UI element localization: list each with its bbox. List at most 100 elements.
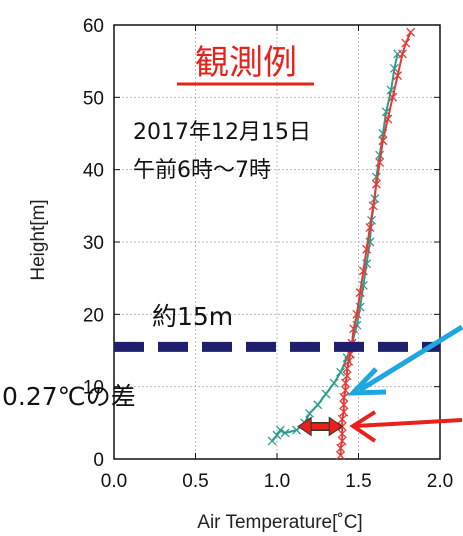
y-tick-label: 60: [83, 16, 104, 37]
data-point: [336, 367, 346, 377]
data-point: [337, 436, 347, 446]
marker-stroke: [336, 443, 346, 453]
red-arrow-head: [349, 410, 377, 443]
data-point: [336, 450, 346, 460]
marker-stroke: [365, 223, 375, 232]
x-tick-label: 0.0: [101, 471, 127, 492]
diff-arrow-head-right: [328, 416, 344, 437]
marker-stroke: [280, 428, 290, 438]
data-point: [375, 150, 385, 160]
data-point: [401, 38, 411, 48]
x-axis-title: Air Temperature[˚C]: [197, 512, 362, 533]
axes: 0.0 0.5 1.0 1.5 2.0 0 10 20 30 40 50 60: [83, 16, 453, 492]
data-point: [371, 179, 381, 189]
diff-label: 0.27℃の差: [2, 382, 136, 411]
marker-stroke: [375, 150, 385, 160]
marker-stroke: [305, 408, 315, 418]
marker-stroke: [406, 27, 416, 37]
data-point: [383, 114, 393, 124]
marker-stroke: [341, 378, 350, 388]
data-point: [352, 309, 362, 319]
data-point: [365, 223, 375, 232]
marker-stroke: [386, 85, 396, 95]
marker-stroke: [321, 389, 331, 399]
series-line-2: [339, 31, 412, 456]
marker-stroke: [371, 179, 381, 189]
marker-stroke: [336, 367, 346, 377]
marker-stroke: [371, 172, 381, 182]
data-point: [375, 157, 385, 167]
marker-stroke: [336, 450, 346, 460]
marker-stroke: [381, 107, 391, 117]
marker-stroke: [341, 385, 350, 395]
marker-stroke: [383, 114, 393, 124]
subtitle-date: 2017年12月15日: [133, 120, 311, 145]
marker-stroke: [362, 244, 372, 254]
marker-stroke: [388, 92, 398, 102]
marker-stroke: [313, 400, 323, 410]
data-point: [342, 371, 352, 381]
marker-stroke: [275, 425, 285, 435]
chart-title: 観測例: [195, 43, 297, 83]
y-axis-title: Height[m]: [28, 199, 49, 280]
marker-stroke: [339, 400, 349, 410]
series-layer: [267, 27, 416, 460]
marker-stroke: [339, 407, 349, 417]
x-tick-label: 1.0: [264, 471, 290, 492]
data-point: [339, 407, 349, 417]
data-point: [371, 172, 381, 182]
marker-stroke: [337, 429, 347, 439]
marker-stroke: [344, 356, 354, 366]
data-point: [341, 378, 350, 388]
diff-arrow-head-left: [297, 416, 312, 437]
data-point: [398, 49, 407, 59]
data-point: [349, 324, 359, 334]
data-point: [406, 27, 416, 37]
x-tick-label: 0.5: [182, 471, 208, 492]
data-point: [368, 201, 378, 211]
data-point: [339, 400, 349, 410]
subtitle-time: 午前6時～7時: [133, 158, 271, 183]
height-label: 約15m: [152, 302, 233, 331]
y-tick-label: 40: [83, 161, 104, 182]
data-point: [342, 364, 352, 374]
data-point: [344, 356, 354, 366]
data-point: [389, 63, 399, 73]
marker-stroke: [378, 136, 388, 146]
marker-stroke: [342, 371, 352, 381]
x-tick-label: 2.0: [427, 471, 453, 492]
data-point: [321, 389, 331, 399]
y-tick-label: 30: [83, 233, 104, 254]
cyan-arrow-shaft: [358, 324, 463, 393]
red-arrow-shaft: [355, 418, 463, 428]
data-point: [272, 430, 282, 440]
x-tick-label: 1.5: [345, 471, 371, 492]
marker-stroke: [389, 63, 399, 73]
marker-stroke: [339, 393, 349, 402]
marker-stroke: [272, 430, 282, 440]
data-point: [313, 400, 323, 410]
marker-stroke: [401, 38, 411, 48]
data-point: [378, 136, 388, 146]
marker-stroke: [368, 201, 378, 211]
data-point: [280, 428, 290, 438]
marker-stroke: [337, 414, 347, 424]
marker-stroke: [329, 378, 339, 388]
marker-stroke: [349, 324, 359, 334]
annotations: 約15m 0.27℃の差: [2, 302, 463, 443]
marker-stroke: [337, 436, 347, 446]
data-point: [337, 414, 347, 424]
data-point: [393, 71, 403, 81]
data-point: [358, 266, 368, 276]
y-tick-label: 20: [83, 305, 104, 326]
marker-stroke: [393, 71, 403, 81]
data-point: [336, 443, 346, 453]
data-point: [341, 385, 350, 395]
y-tick-label: 10: [83, 378, 104, 399]
data-point: [388, 92, 398, 102]
data-point: [329, 378, 339, 388]
data-point: [275, 425, 285, 435]
cyan-arrow-head: [346, 367, 387, 396]
marker-stroke: [342, 364, 352, 374]
